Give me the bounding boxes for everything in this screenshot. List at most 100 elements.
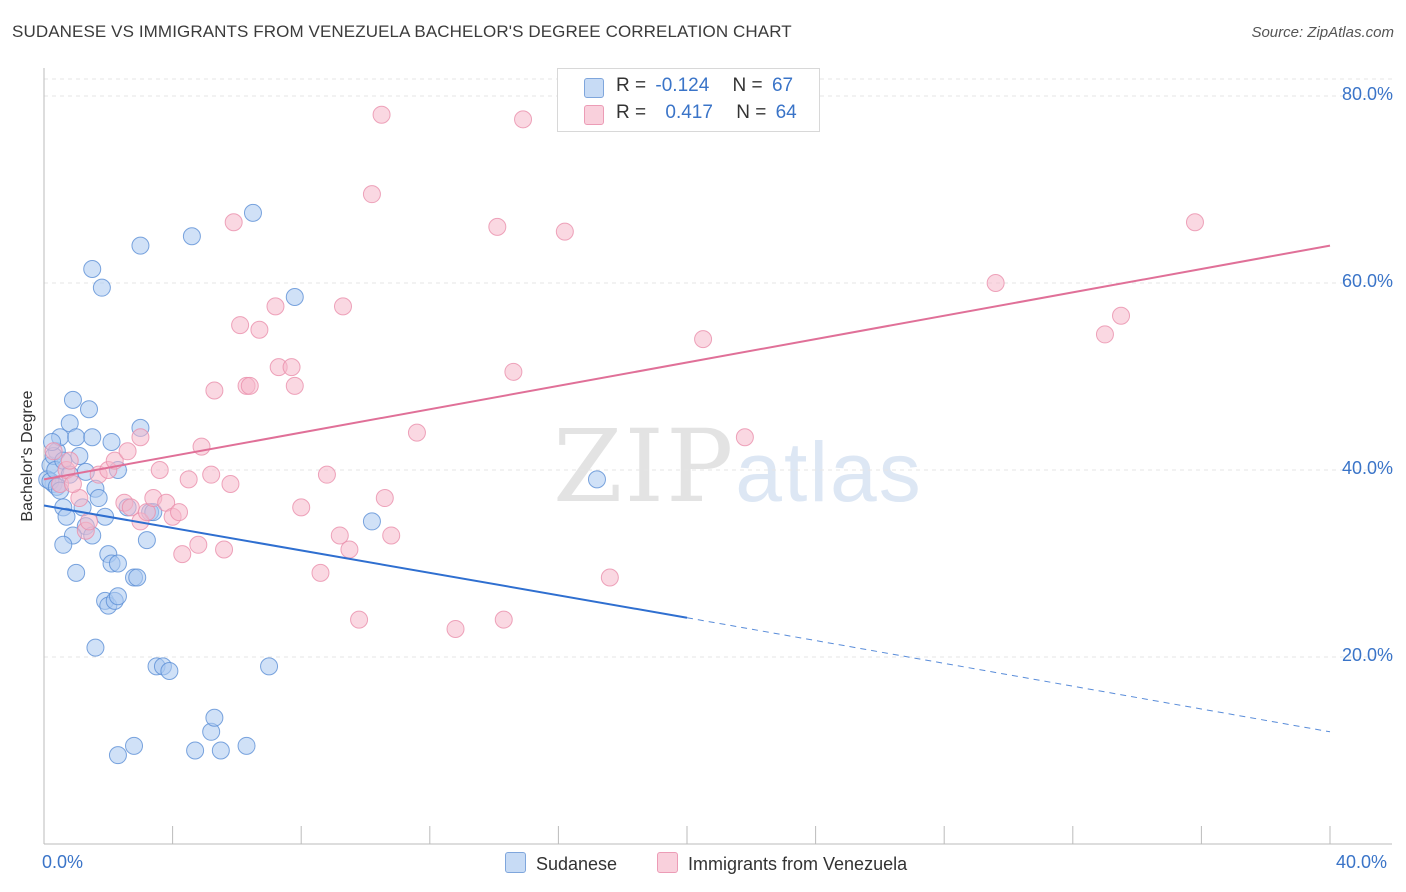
point-venezuela	[221, 475, 240, 494]
point-venezuela	[282, 358, 301, 377]
point-sudanese	[108, 554, 127, 573]
point-venezuela	[202, 465, 221, 484]
r-label: R =	[616, 102, 647, 123]
n-value: 64	[775, 102, 797, 123]
y-tick-label-80: 80.0%	[1341, 84, 1393, 104]
point-venezuela	[60, 451, 79, 470]
trendline-venezuela	[43, 244, 1331, 481]
swatch-sudanese	[584, 78, 604, 98]
chart-title: SUDANESE VS IMMIGRANTS FROM VENEZUELA BA…	[12, 22, 792, 41]
legend-item-sudanese: Sudanese	[505, 852, 617, 875]
x-tick-label-max: 40.0%	[1336, 852, 1388, 872]
point-venezuela	[317, 465, 336, 484]
point-sudanese	[102, 432, 121, 451]
point-venezuela	[44, 442, 63, 461]
point-venezuela	[240, 376, 259, 395]
point-venezuela	[285, 376, 304, 395]
point-venezuela	[231, 316, 250, 335]
point-sudanese	[211, 741, 230, 760]
point-venezuela	[555, 222, 574, 241]
x-tick-label-min: 0.0%	[42, 852, 84, 872]
point-sudanese	[54, 535, 73, 554]
point-venezuela	[372, 105, 391, 124]
r-label: R =	[616, 75, 647, 96]
n-value: 67	[771, 75, 794, 96]
point-venezuela	[215, 540, 234, 559]
point-venezuela	[150, 461, 169, 479]
point-venezuela	[173, 545, 192, 564]
point-sudanese	[182, 227, 201, 246]
point-venezuela	[1095, 325, 1114, 344]
r-value: -0.124	[655, 75, 710, 96]
point-venezuela	[1112, 306, 1131, 325]
point-sudanese	[83, 259, 102, 278]
point-sudanese	[587, 470, 606, 489]
point-venezuela	[179, 470, 198, 489]
legend-swatch-sudanese	[505, 852, 526, 873]
point-sudanese	[128, 568, 147, 587]
point-sudanese	[92, 278, 111, 297]
legend-swatch-venezuela	[657, 852, 678, 873]
watermark-zip: ZIP	[553, 408, 736, 525]
point-venezuela	[694, 330, 713, 349]
r-value: 0.417	[665, 102, 713, 123]
point-venezuela	[446, 619, 465, 638]
point-sudanese	[205, 708, 224, 727]
y-axis-label: Bachelor's Degree	[19, 390, 36, 522]
point-sudanese	[362, 512, 381, 531]
legend-label-venezuela: Immigrants from Venezuela	[688, 854, 908, 874]
point-venezuela	[131, 428, 150, 447]
y-tick-label-20: 20.0%	[1341, 645, 1393, 665]
point-sudanese	[108, 746, 127, 765]
point-sudanese	[243, 203, 262, 222]
point-venezuela	[514, 110, 533, 129]
point-sudanese	[57, 507, 76, 526]
y-tick-label-60: 60.0%	[1341, 271, 1393, 291]
point-venezuela	[494, 610, 513, 629]
point-venezuela	[311, 563, 330, 582]
point-sudanese	[63, 390, 82, 409]
swatch-venezuela	[584, 105, 604, 125]
n-label: N =	[732, 75, 763, 96]
point-venezuela	[488, 217, 507, 236]
point-sudanese	[108, 587, 127, 606]
point-sudanese	[89, 489, 108, 508]
legend-item-venezuela: Immigrants from Venezuela	[657, 852, 907, 875]
point-venezuela	[986, 274, 1005, 292]
point-sudanese	[67, 563, 86, 582]
point-sudanese	[80, 400, 99, 419]
series-legend: Sudanese Immigrants from Venezuela	[0, 852, 1406, 878]
point-venezuela	[407, 423, 426, 442]
point-venezuela	[504, 362, 523, 381]
point-sudanese	[285, 288, 304, 307]
point-venezuela	[292, 498, 311, 517]
point-venezuela	[362, 185, 381, 204]
point-venezuela	[189, 535, 208, 554]
point-venezuela	[118, 442, 137, 461]
source-label: Source: ZipAtlas.com	[1251, 24, 1394, 41]
point-venezuela	[1185, 213, 1204, 232]
watermark-atlas: atlas	[735, 425, 923, 519]
point-sudanese	[137, 531, 156, 550]
point-venezuela	[382, 526, 401, 545]
point-venezuela	[735, 428, 754, 447]
point-venezuela	[170, 503, 189, 522]
point-sudanese	[125, 736, 144, 755]
point-sudanese	[131, 236, 150, 255]
point-sudanese	[83, 428, 102, 447]
point-sudanese	[86, 638, 105, 657]
point-venezuela	[80, 512, 99, 531]
watermark: ZIPatlas	[553, 408, 923, 525]
trendline-sudanese-extrapolated	[686, 617, 1331, 733]
point-venezuela	[330, 526, 349, 545]
point-venezuela	[333, 297, 352, 316]
point-venezuela	[600, 568, 619, 587]
point-sudanese	[237, 736, 256, 755]
point-venezuela	[205, 381, 224, 400]
point-venezuela	[63, 475, 82, 494]
point-venezuela	[266, 297, 285, 316]
point-sudanese	[160, 662, 179, 681]
point-venezuela	[340, 540, 359, 559]
n-label: N =	[736, 102, 767, 123]
